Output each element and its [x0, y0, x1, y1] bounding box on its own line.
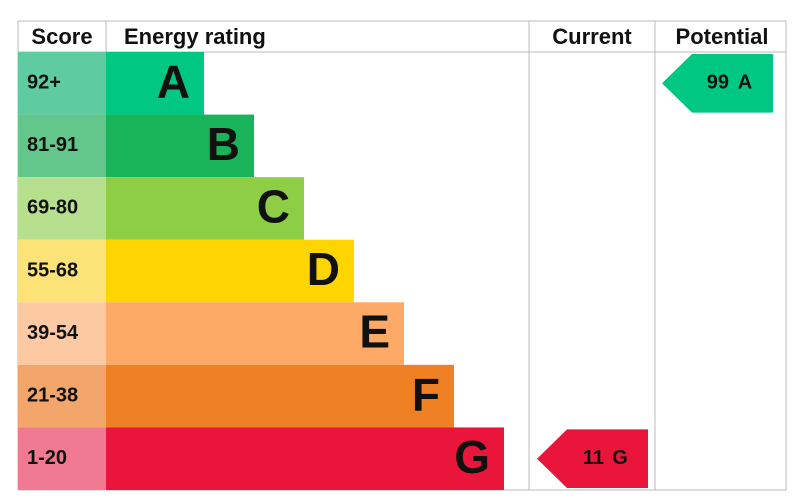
current-score: 11	[583, 447, 604, 469]
rating-letter: F	[412, 368, 440, 420]
score-cell	[18, 177, 106, 240]
score-range: 1-20	[27, 447, 67, 469]
score-cell	[18, 239, 106, 303]
score-cell	[18, 302, 106, 365]
rating-letter: D	[307, 243, 340, 295]
score-cell	[18, 364, 106, 428]
rating-bar	[106, 302, 404, 365]
rating-bar	[106, 52, 204, 115]
potential-header: Potential	[676, 24, 769, 49]
current-header: Current	[552, 24, 632, 49]
score-range: 92+	[27, 72, 61, 94]
rating-bar	[106, 114, 254, 178]
rating-bar	[106, 427, 504, 490]
score-range: 55-68	[27, 259, 78, 281]
rating-bar	[106, 364, 454, 428]
score-cell	[18, 427, 106, 490]
current-band: G	[612, 447, 628, 469]
rating-letter: G	[454, 431, 490, 483]
rating-header: Energy rating	[124, 24, 266, 49]
current-arrow	[537, 429, 648, 488]
rating-letter: A	[157, 55, 190, 107]
rating-letter: C	[257, 181, 290, 233]
score-cell	[18, 52, 106, 115]
rating-bar	[106, 177, 304, 240]
score-range: 81-91	[27, 134, 78, 156]
score-cell	[18, 114, 106, 178]
score-range: 39-54	[27, 322, 79, 344]
rating-letter: B	[207, 118, 240, 170]
score-range: 69-80	[27, 197, 78, 219]
score-range: 21-38	[27, 384, 78, 406]
potential-score: 99	[707, 72, 729, 94]
potential-arrow	[662, 54, 773, 113]
rating-bar	[106, 239, 354, 303]
potential-band: A	[738, 72, 752, 94]
rating-letter: E	[359, 306, 390, 358]
score-header: Score	[31, 24, 92, 49]
